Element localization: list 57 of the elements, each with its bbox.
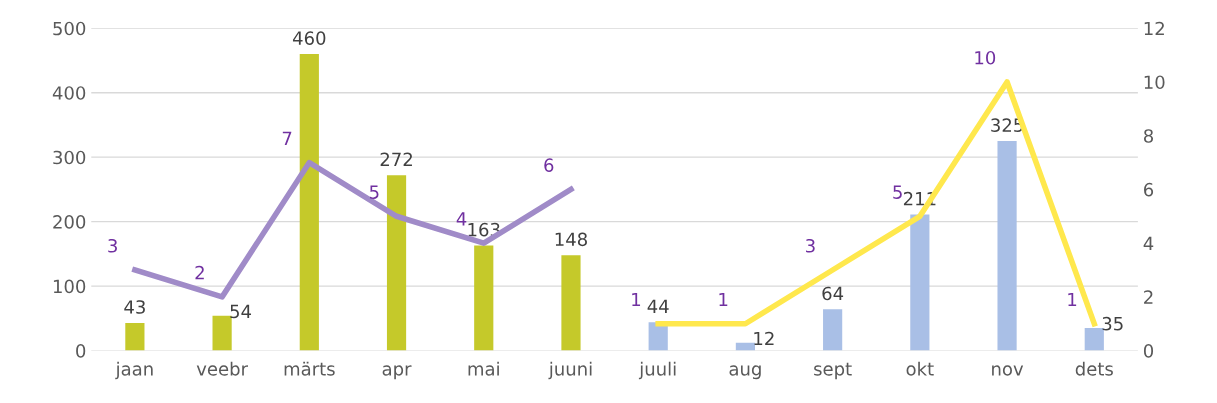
data-label: 1 bbox=[1068, 292, 1077, 307]
data-label: 5 bbox=[369, 185, 379, 199]
data-label: 4 bbox=[456, 212, 467, 226]
x-tick-label: veebr bbox=[196, 361, 248, 376]
data-label: 148 bbox=[555, 232, 587, 247]
data-label: 35 bbox=[1102, 316, 1123, 331]
data-label: 43 bbox=[124, 300, 145, 314]
x-tick-label: juuli bbox=[638, 361, 676, 380]
x-tick-label: aug bbox=[729, 365, 761, 380]
y2-tick-label: 8 bbox=[1143, 129, 1154, 143]
data-label: 3 bbox=[108, 238, 117, 253]
bar bbox=[561, 255, 581, 351]
data-label: 10 bbox=[975, 50, 996, 65]
y-tick-label: 500 bbox=[53, 21, 86, 36]
y2-tick-label: 2 bbox=[1144, 290, 1153, 304]
data-label: 1 bbox=[632, 292, 641, 307]
y2-tick-label: 4 bbox=[1143, 236, 1154, 250]
y2-tick-label: 12 bbox=[1144, 21, 1164, 36]
x-tick-label: sept bbox=[814, 362, 852, 380]
bar bbox=[823, 309, 843, 351]
y2-tick-label: 6 bbox=[1144, 182, 1154, 197]
data-label: 44 bbox=[647, 299, 669, 313]
bar bbox=[125, 322, 145, 351]
bar bbox=[474, 245, 494, 351]
x-tick-label: märts bbox=[284, 361, 335, 376]
data-label: 2 bbox=[195, 265, 204, 280]
x-tick-label: dets bbox=[1075, 361, 1113, 376]
y-tick-label: 100 bbox=[53, 279, 86, 294]
y-tick-label: 400 bbox=[52, 86, 86, 100]
data-label: 54 bbox=[230, 304, 252, 319]
y-tick-label: 300 bbox=[53, 150, 86, 165]
data-label: 1 bbox=[719, 292, 728, 307]
y-tick-label: 0 bbox=[76, 344, 86, 358]
y2-tick-label: 10 bbox=[1144, 75, 1165, 90]
bar bbox=[299, 54, 319, 351]
data-label: 3 bbox=[806, 238, 815, 253]
x-tick-label: nov bbox=[992, 365, 1024, 376]
data-label: 5 bbox=[893, 185, 902, 199]
bar bbox=[735, 342, 756, 351]
x-tick-label: okt bbox=[906, 361, 934, 376]
data-label: 460 bbox=[292, 31, 326, 45]
data-label: 12 bbox=[754, 331, 774, 346]
bar bbox=[1084, 328, 1104, 351]
bar bbox=[212, 315, 232, 351]
x-tick-label: mai bbox=[468, 361, 499, 376]
data-label: 6 bbox=[544, 158, 554, 173]
bar bbox=[910, 214, 930, 351]
data-label: 7 bbox=[282, 131, 292, 145]
data-label: 272 bbox=[380, 152, 412, 166]
data-label: 64 bbox=[822, 286, 844, 301]
y2-tick-label: 0 bbox=[1143, 344, 1154, 358]
bar bbox=[997, 141, 1017, 351]
y-tick-label: 200 bbox=[53, 215, 86, 229]
bar bbox=[386, 175, 407, 351]
x-tick-label: jaan bbox=[115, 361, 153, 380]
x-tick-label: juuni bbox=[548, 361, 592, 380]
x-tick-label: apr bbox=[382, 365, 412, 380]
